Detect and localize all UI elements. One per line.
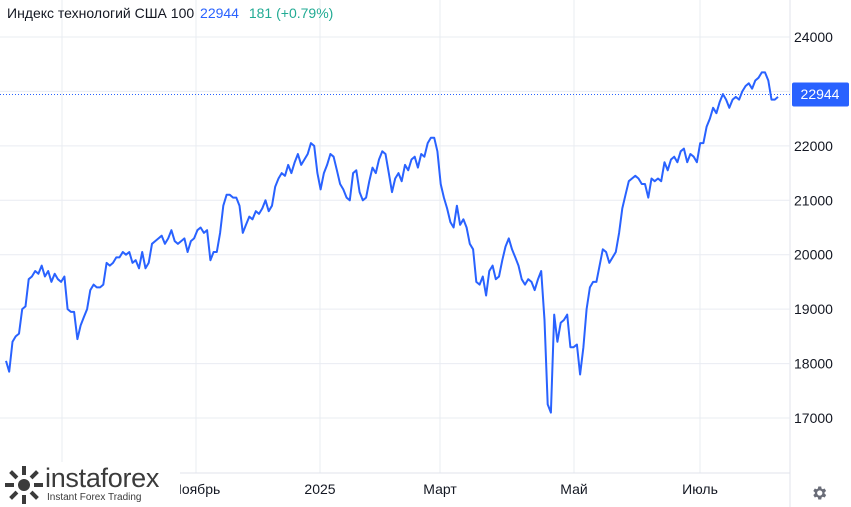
series-line — [5, 71, 779, 414]
last-price-text: 22944 — [801, 86, 840, 102]
y-tick-label: 22000 — [794, 138, 833, 154]
y-tick-label: 20000 — [794, 247, 833, 263]
last-price-label: 22944 — [792, 82, 849, 107]
x-tick-label: Май — [560, 481, 587, 497]
y-tick-label: 19000 — [794, 301, 833, 317]
x-tick-label: Ноябрь — [172, 481, 221, 497]
x-tick-label: Март — [423, 481, 457, 497]
gear-icon[interactable] — [810, 484, 828, 502]
x-tick-label: 2025 — [304, 481, 335, 497]
y-tick-label: 24000 — [794, 29, 833, 45]
symbol-name: Индекс технологий США 100 — [7, 5, 195, 21]
legend: Индекс технологий США 100 22944 181 (+0.… — [7, 5, 333, 21]
last-price-box — [792, 82, 849, 107]
x-tick-label: Июль — [682, 481, 718, 497]
y-tick-label: 21000 — [794, 192, 833, 208]
brand-tagline: Instant Forex Trading — [47, 492, 142, 503]
y-tick-label: 17000 — [794, 410, 833, 426]
watermark: instaforex Instant Forex Trading — [0, 462, 180, 507]
brand-name: instaforex — [45, 463, 160, 493]
last-price: 22944 — [200, 5, 239, 21]
y-tick-label: 18000 — [794, 356, 833, 372]
price-change: 181 (+0.79%) — [248, 5, 334, 21]
instaforex-logo-icon — [5, 466, 43, 504]
y-grid — [0, 36, 790, 419]
grid — [0, 0, 791, 507]
